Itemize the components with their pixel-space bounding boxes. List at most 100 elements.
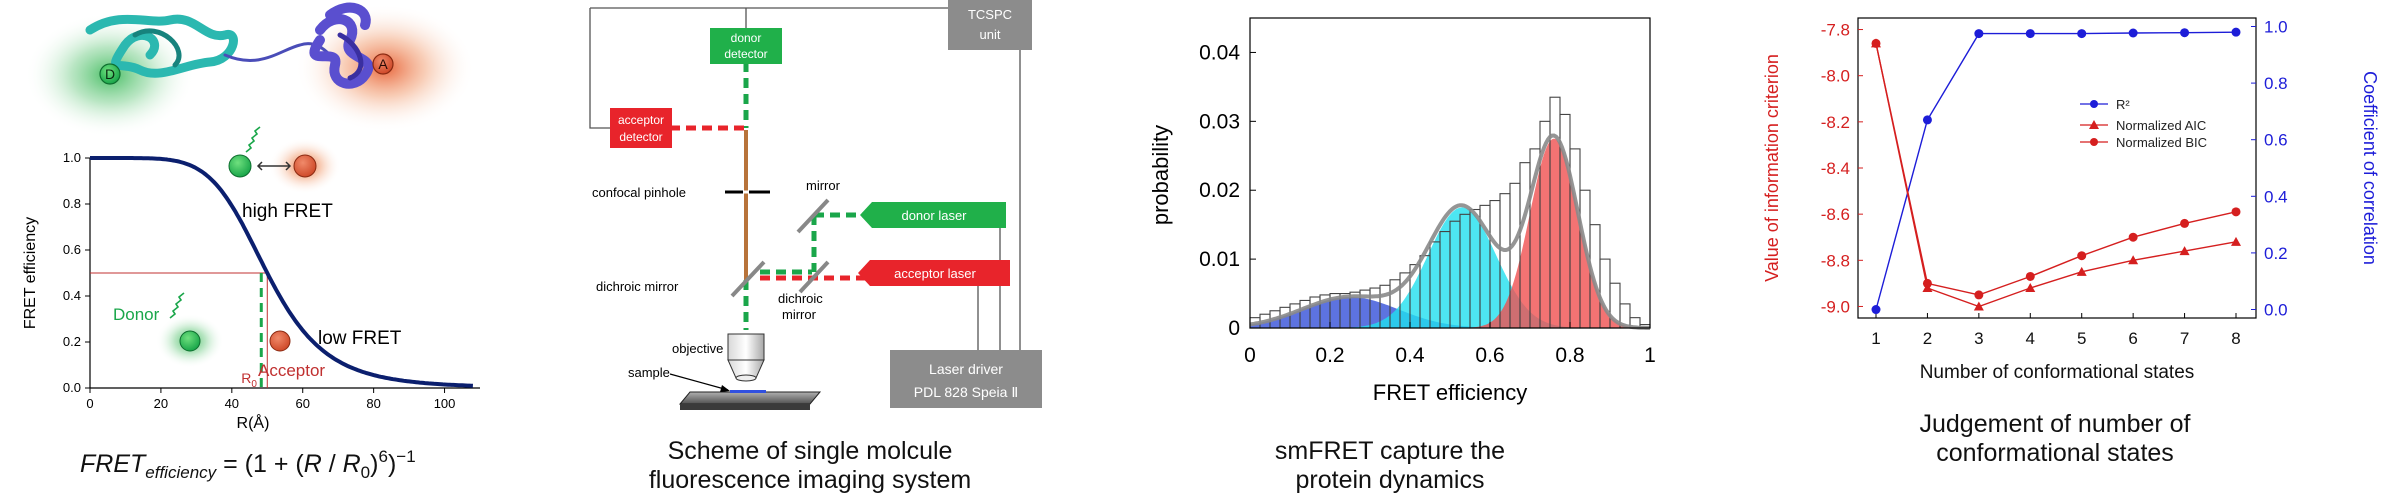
laser-driver-line2: PDL 828 Speia Ⅱ [914,384,1018,400]
x-tick-label: 1 [1644,344,1656,367]
acceptor-letter: A [378,56,388,72]
y-left-axis-label: Value of information criterion [1762,54,1782,282]
fret-theory-panel: D A 0 20 40 60 80 100 0.0 0.2 0.4 0.6 0.8 1.0 FRET … [0,0,520,497]
y-right-axis-label: Coefficient of correlation [2360,71,2380,265]
imaging-system-caption: Scheme of single molcule fluorescence im… [560,437,1060,495]
x-tick-label: 7 [2180,329,2189,348]
y-left-tick-label: -9.0 [1821,297,1850,316]
donor-detector-line2: detector [724,47,767,61]
series-marker-1 [1922,115,1932,125]
dichroic-mirror-right-line1: dichroic [778,291,823,306]
dichroic-mirror-right-element [798,260,830,294]
donor-laser-label: donor laser [901,208,967,223]
y-tick-label: 0.8 [63,196,81,211]
acceptor-detector-line1: acceptor [618,113,664,127]
x-axis-label: R(Å) [237,413,270,432]
series-marker-1 [2077,29,2087,39]
smfret-histogram-chart: 0 0.2 0.4 0.6 0.8 1 0 0.01 0.02 0.03 0.04 probabil… [1148,17,1656,405]
series-marker-3 [2025,271,2035,281]
sample-arrowhead [720,385,730,392]
series-line-1 [1875,31,2237,310]
y-left-tick-label: -8.4 [1821,159,1850,178]
plot-frame [1249,17,1651,329]
x-tick-label: 80 [366,396,380,411]
y-tick-label: 0.04 [1199,41,1240,64]
series-marker-1 [2231,27,2241,37]
x-tick-label: 0 [1244,344,1256,367]
caption-line-1: Scheme of single molcule [667,437,953,465]
x-tick-label: 1 [1871,329,1880,348]
tcspc-line2: unit [980,27,1001,42]
x-tick-label: 100 [434,396,456,411]
laser-driver-box [890,350,1042,408]
tcspc-line1: TCSPC [968,7,1012,22]
y-tick-label: 0.03 [1199,110,1240,133]
donor-letter: D [105,66,115,82]
series-marker-2 [2231,236,2241,246]
x-tick-label: 5 [2077,329,2086,348]
series-line-2 [1875,43,2237,308]
protein-strand-dark [337,32,364,81]
y-tick-label: 0.0 [63,380,81,395]
y-left-tick-label: -7.8 [1821,21,1850,40]
histogram-caption: smFRET capture the protein dynamics [1180,437,1600,495]
y-right-tick-label: 0.8 [2264,74,2288,93]
series-marker-1 [1974,29,1984,39]
y-right-tick-label: 0.2 [2264,244,2288,263]
x-tick-label: 0.4 [1395,344,1425,367]
y-right-tick-label: 0.0 [2264,301,2288,320]
donor-detector-box [710,28,782,64]
protein-domain-purple [309,2,374,89]
x-tick-label: 2 [1923,329,1932,348]
x-tick-label: 20 [154,396,168,411]
y-axis-label: FRET efficiency [22,217,39,329]
donor-label: Donor [113,305,160,324]
donor-detector-line1: donor [731,31,762,45]
legend-r2-label: R² [2116,97,2130,112]
sample-stage [678,390,822,410]
total-fit-curve [1249,133,1650,330]
low-fret-illustration [156,292,291,368]
x-tick-label: 0 [86,396,93,411]
high-fret-label: high FRET [242,201,333,222]
series-marker-3 [1974,290,1984,300]
x-tick-label: 8 [2231,329,2240,348]
legend-aic-label: Normalized AIC [2116,118,2206,133]
low-acceptor-dot [269,330,291,352]
high-excitation-squiggle [245,126,261,153]
fret-ticks: 0 20 40 60 80 100 0.0 0.2 0.4 0.6 0.8 1.0 [63,150,455,411]
fret-formula: FRETefficiency = (1 + (R / R0)6)−1 [80,447,416,482]
low-fret-label: low FRET [318,328,402,349]
sample-pointer [669,373,729,391]
y-left-tick-label: -8.8 [1821,251,1850,270]
y-tick-label: 0 [1228,317,1240,340]
x-tick-label: 6 [2128,329,2137,348]
beam-paths [670,62,872,330]
model-selection-panel: 1 2 3 4 5 6 7 8 -9.0 -8.8 -8.6 -8.4 -8.2 -8.0 -7.8 0.0 0… [1740,0,2400,497]
histogram-ticks: 0 0.2 0.4 0.6 0.8 1 0 0.01 0.02 0.03 0.04 [1199,41,1656,367]
caption-line-2: conformational states [1936,439,2174,467]
objective-label: objective [672,341,723,356]
model-selection-series [1871,27,2241,315]
donor-laser-box [860,202,1006,228]
y-axis-label: probability [1148,125,1173,225]
y-tick-label: 0.4 [63,288,81,303]
confocal-pinhole-label: confocal pinhole [592,185,686,200]
y-tick-label: 0.01 [1199,248,1240,271]
protein-helix-dark [132,28,182,68]
wire-acceptor-detector [589,8,610,129]
plot-frame [1857,17,2257,319]
model-selection-chart: 1 2 3 4 5 6 7 8 -9.0 -8.8 -8.6 -8.4 -8.2 -8.0 -7.8 0.0 0… [1762,17,2380,383]
acceptor-laser-box [858,260,1010,286]
series-marker-2 [2025,283,2036,292]
imaging-system-scheme: donor detector acceptor detector TCSPC u… [589,0,1042,410]
r0-guides [90,272,268,388]
sample-slide [730,390,766,393]
series-marker-3 [1922,278,1932,288]
donor-fluorophore [99,63,121,85]
y-tick-label: 0.6 [63,242,81,257]
x-tick-label: 4 [2026,329,2035,348]
y-right-tick-label: 1.0 [2264,17,2288,36]
high-donor-dot [228,154,252,178]
stage-top [678,391,822,405]
